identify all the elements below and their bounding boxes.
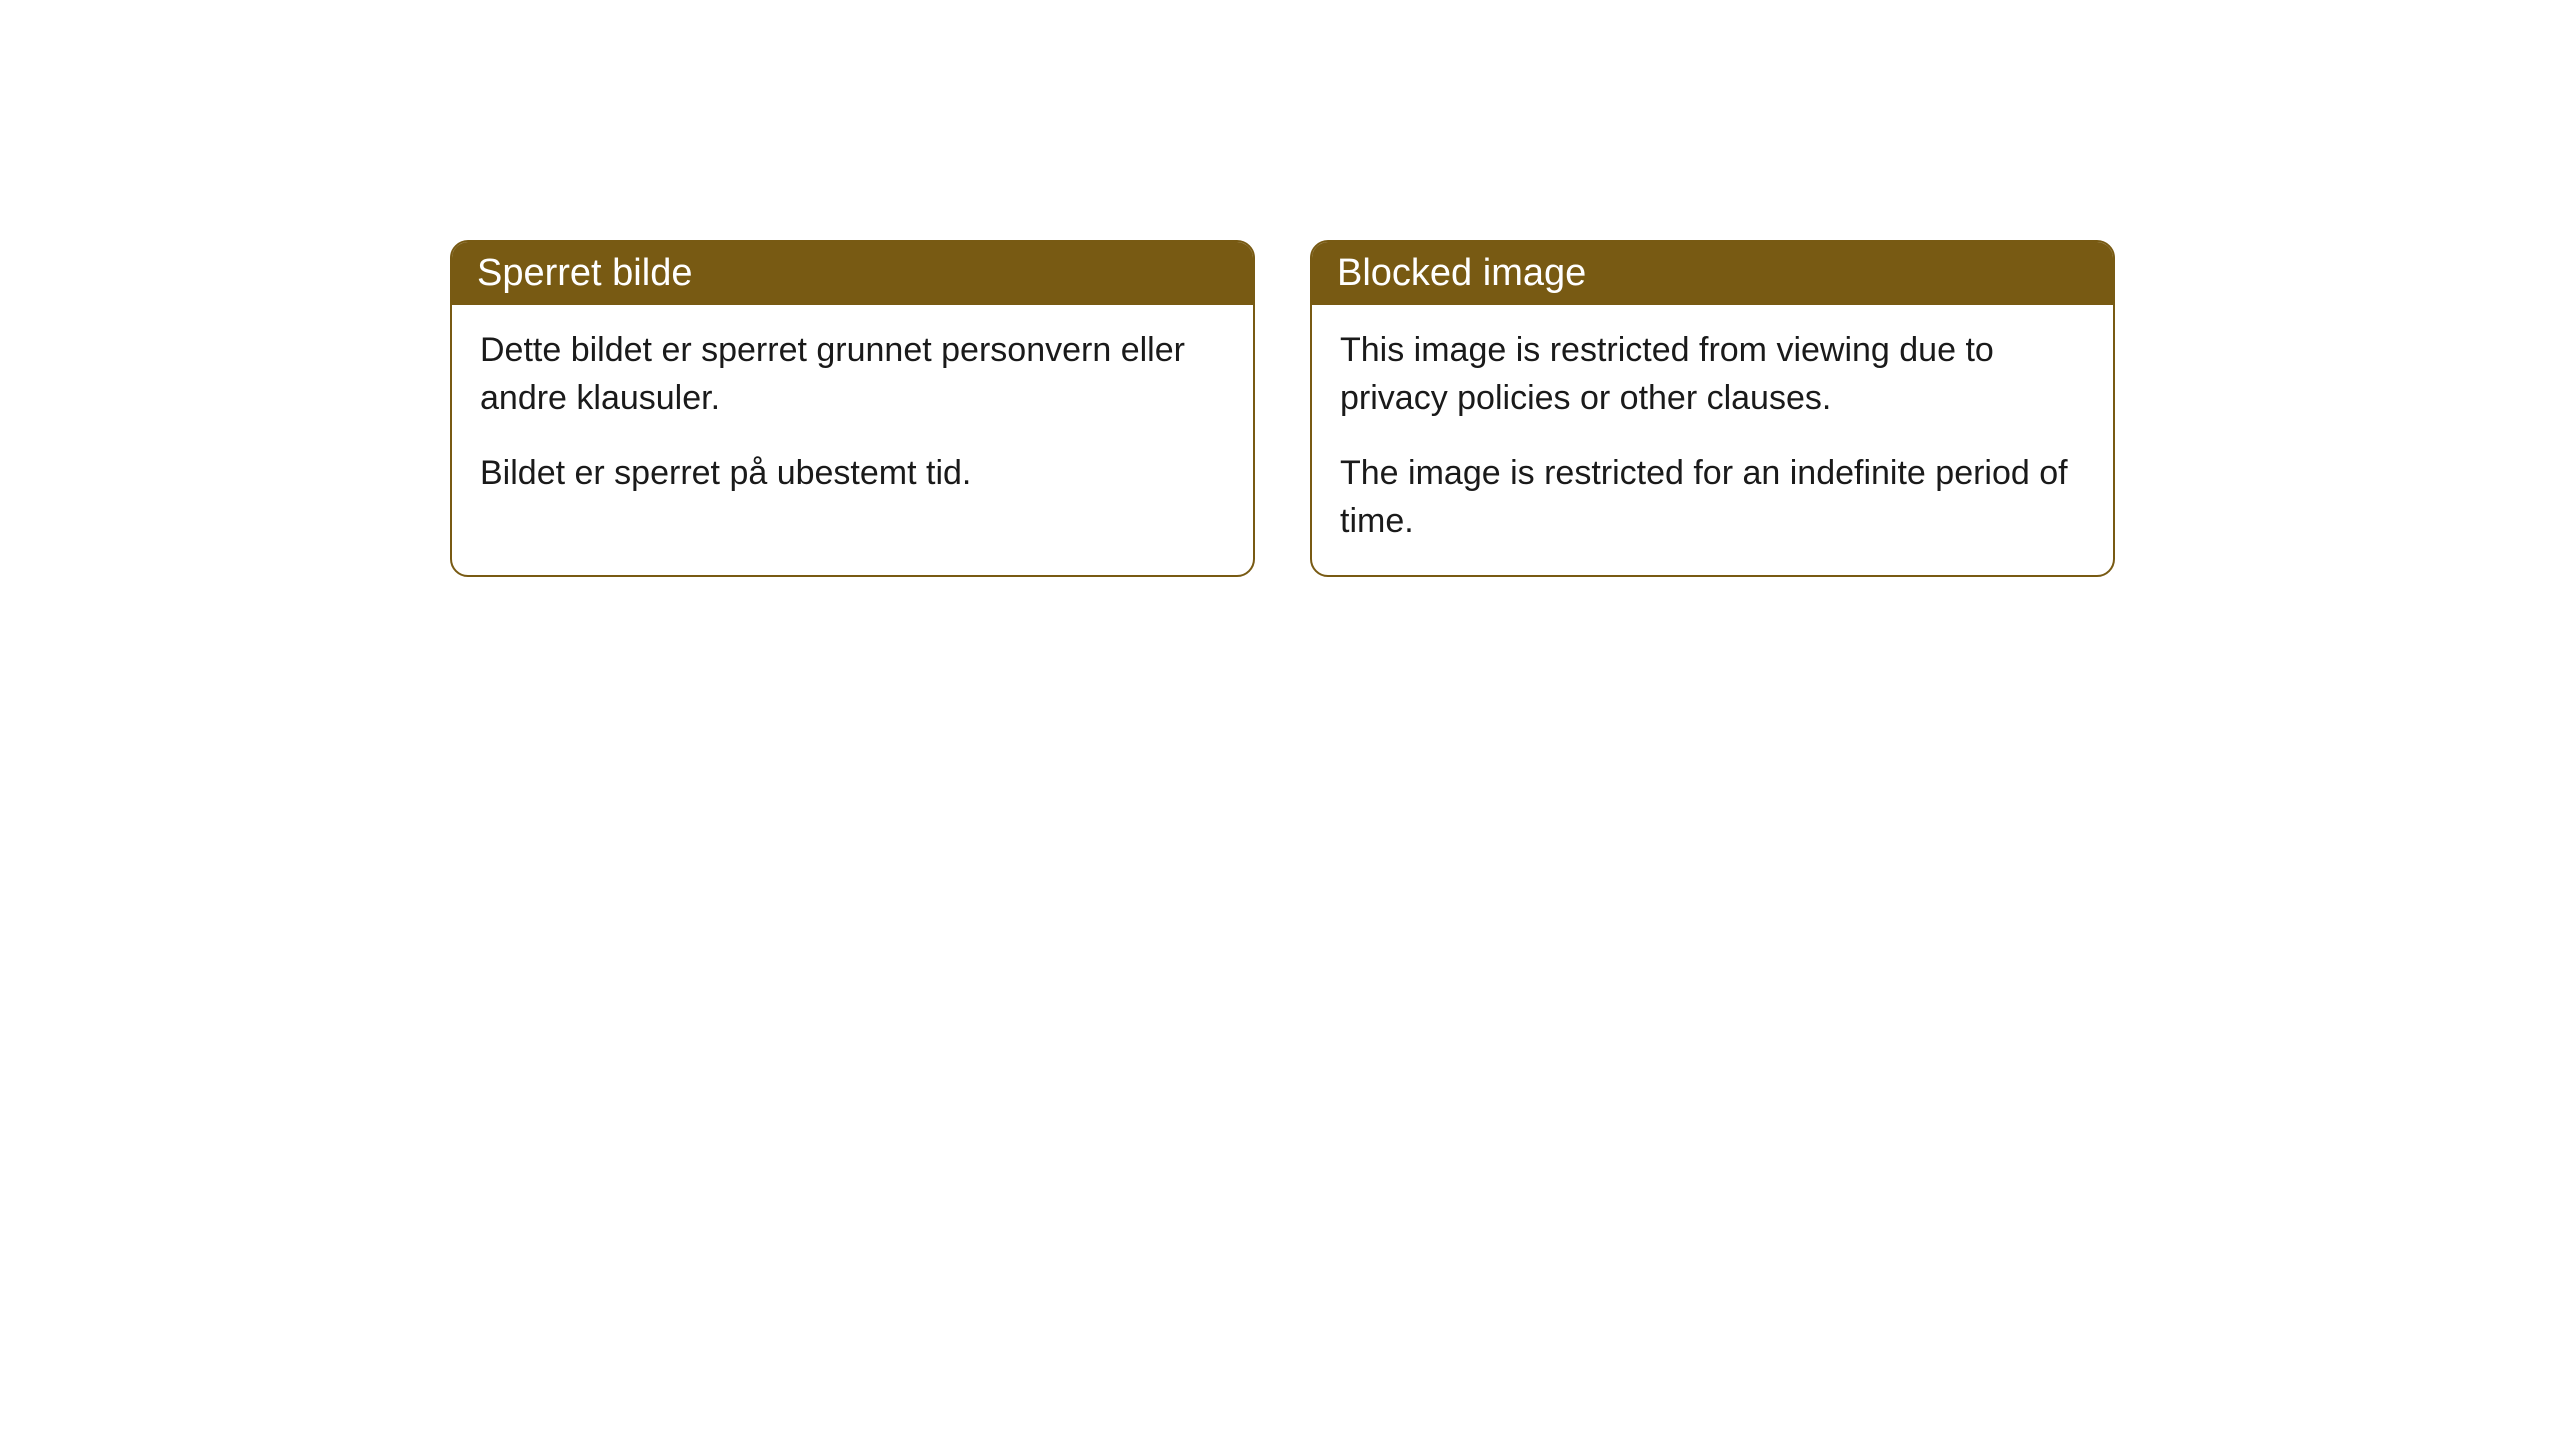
- notice-cards-container: Sperret bilde Dette bildet er sperret gr…: [450, 240, 2560, 577]
- notice-card-english: Blocked image This image is restricted f…: [1310, 240, 2115, 577]
- card-body: This image is restricted from viewing du…: [1312, 305, 2113, 575]
- notice-card-norwegian: Sperret bilde Dette bildet er sperret gr…: [450, 240, 1255, 577]
- card-paragraph: This image is restricted from viewing du…: [1340, 327, 2085, 422]
- card-header: Blocked image: [1312, 242, 2113, 305]
- card-header: Sperret bilde: [452, 242, 1253, 305]
- card-paragraph: Dette bildet er sperret grunnet personve…: [480, 327, 1225, 422]
- card-paragraph: Bildet er sperret på ubestemt tid.: [480, 450, 1225, 498]
- card-title: Blocked image: [1337, 252, 1586, 294]
- card-paragraph: The image is restricted for an indefinit…: [1340, 450, 2085, 545]
- card-body: Dette bildet er sperret grunnet personve…: [452, 305, 1253, 528]
- card-title: Sperret bilde: [477, 252, 692, 294]
